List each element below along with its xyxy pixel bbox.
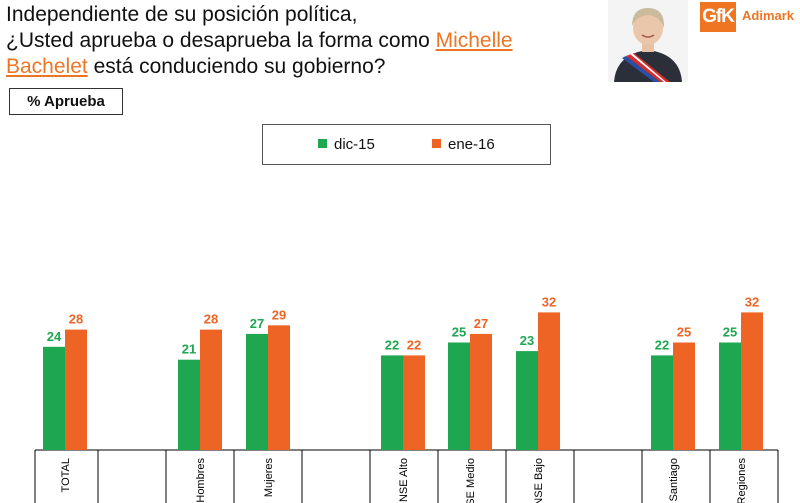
bar-dic-15-nse-bajo [516, 351, 538, 450]
question-name-first[interactable]: Michelle [435, 29, 513, 52]
data-label-ene-16-hombres: 28 [204, 312, 218, 327]
legend-swatch-ene-16 [432, 139, 441, 148]
gfk-adimark-logo: GfK Adimark [695, 0, 800, 40]
question-name-last[interactable]: Bachelet [6, 55, 88, 78]
bar-dic-15-santiago [651, 355, 673, 450]
data-label-ene-16-total: 28 [69, 312, 83, 327]
data-label-dic-15-nse-medio: 25 [452, 325, 466, 340]
bar-ene-16-hombres [200, 329, 222, 450]
data-label-dic-15-mujeres: 27 [250, 316, 264, 331]
legend-swatch-dic-15 [318, 139, 327, 148]
data-label-ene-16-regiones: 32 [745, 294, 759, 309]
bar-dic-15-total [43, 346, 65, 450]
legend-label-ene-16: ene-16 [448, 136, 495, 153]
category-label-hombres: Hombres [195, 458, 207, 503]
question-line-3: está conduciendo su gobierno? [87, 55, 386, 78]
data-label-dic-15-nse-bajo: 23 [520, 333, 534, 348]
data-label-dic-15-nse-alto: 22 [385, 337, 399, 352]
category-label-mujeres: Mujeres [263, 458, 275, 498]
data-label-dic-15-regiones: 25 [723, 325, 737, 340]
data-label-dic-15-santiago: 22 [655, 337, 669, 352]
bar-ene-16-nse-alto [403, 355, 425, 450]
bar-ene-16-santiago [673, 342, 695, 450]
data-label-dic-15-hombres: 21 [182, 342, 196, 357]
bar-ene-16-total [65, 329, 87, 450]
category-label-nse-alto: NSE Alto [398, 458, 410, 502]
gfk-logo-mark: GfK [700, 2, 736, 32]
approval-badge: % Aprueba [9, 88, 123, 115]
question-line-1: Independiente de su posición política, [6, 3, 358, 26]
category-label-total: TOTAL [60, 458, 72, 492]
category-label-regiones: Regiones [736, 458, 748, 503]
bar-dic-15-mujeres [246, 333, 268, 450]
bar-dic-15-regiones [719, 342, 741, 450]
data-label-ene-16-nse-bajo: 32 [542, 294, 556, 309]
category-label-nse-medio: NSE Medio [465, 458, 477, 503]
bar-dic-15-hombres [178, 359, 200, 450]
bar-ene-16-mujeres [268, 325, 290, 450]
data-label-ene-16-nse-medio: 27 [474, 316, 488, 331]
data-label-ene-16-mujeres: 29 [272, 307, 286, 322]
category-label-santiago: Santiago [668, 458, 680, 501]
data-label-dic-15-total: 24 [47, 329, 62, 344]
legend-item-dic-15: dic-15 [318, 136, 375, 154]
bar-dic-15-nse-alto [381, 355, 403, 450]
portrait-image [608, 0, 688, 82]
question-line-2: ¿Usted aprueba o desaprueba la forma com… [6, 29, 436, 52]
legend-label-dic-15: dic-15 [334, 136, 375, 153]
data-label-ene-16-santiago: 25 [677, 325, 691, 340]
survey-question: Independiente de su posición política, ¿… [6, 2, 596, 80]
chart-legend: dic-15 ene-16 [262, 124, 551, 165]
data-label-ene-16-nse-alto: 22 [407, 337, 421, 352]
legend-item-ene-16: ene-16 [432, 136, 495, 154]
bar-dic-15-nse-medio [448, 342, 470, 450]
bar-ene-16-regiones [741, 312, 763, 450]
adimark-logo-text: Adimark [742, 8, 795, 23]
bar-ene-16-nse-medio [470, 333, 492, 450]
category-label-nse-bajo: NSE Bajo [533, 458, 545, 503]
bar-ene-16-nse-bajo [538, 312, 560, 450]
president-portrait [608, 0, 688, 82]
